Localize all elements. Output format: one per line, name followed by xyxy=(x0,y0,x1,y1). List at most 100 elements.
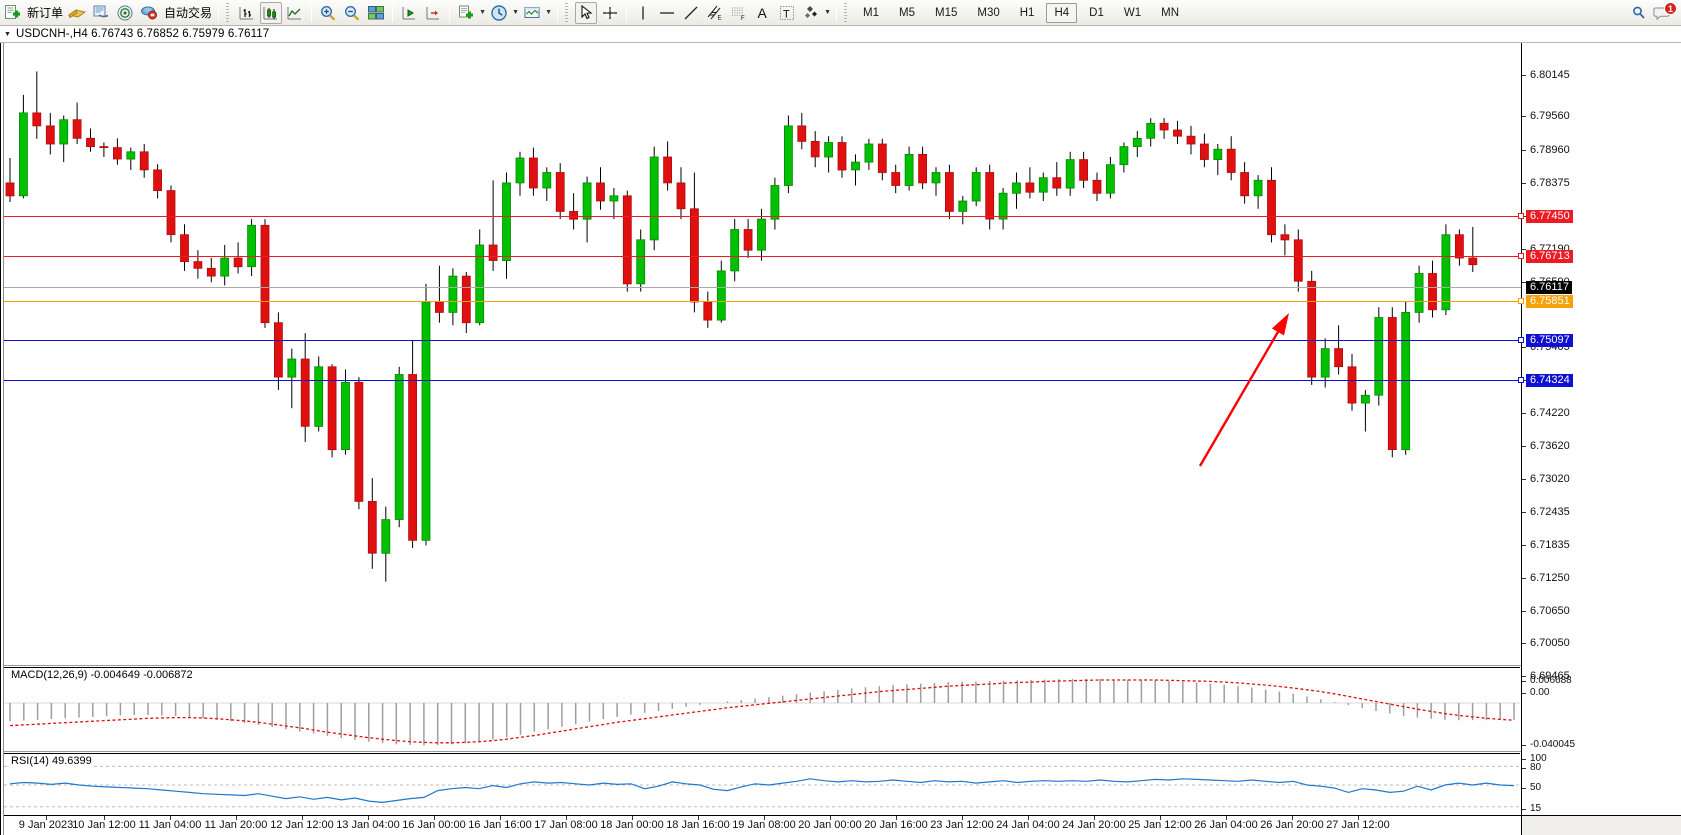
indicators-dropdown-arrow[interactable]: ▼ xyxy=(479,9,486,16)
crosshair-button[interactable] xyxy=(599,2,621,24)
time-label: 26 Jan 20:00 xyxy=(1260,819,1324,831)
equidistant-channel-button[interactable]: E xyxy=(704,2,726,24)
shift-end-button[interactable] xyxy=(398,2,420,24)
svg-text:F: F xyxy=(741,16,745,22)
price-chip-6.77450[interactable]: 6.77450 xyxy=(1526,210,1573,223)
book-button[interactable] xyxy=(66,2,88,24)
fibonacci-button[interactable]: F xyxy=(728,2,750,24)
svg-text:A: A xyxy=(758,5,768,21)
line-chart-button[interactable] xyxy=(284,2,306,24)
chart-left-scale-bar[interactable] xyxy=(0,26,4,835)
chart-window: ▼ USDCNH-,H4 6.76743 6.76852 6.75979 6.7… xyxy=(0,26,1681,835)
text-icon: A xyxy=(758,5,768,21)
time-tick xyxy=(500,816,501,820)
rsi-tick: 50 xyxy=(1522,782,1541,793)
text-label-button[interactable]: A xyxy=(752,2,774,24)
line-chart-icon xyxy=(287,6,302,19)
hline-button[interactable] xyxy=(656,2,678,24)
level-handle-6.74324[interactable] xyxy=(1518,377,1524,383)
pane-divider-macd[interactable] xyxy=(4,665,1676,666)
zoom-in-button[interactable] xyxy=(317,2,339,24)
new-order-label[interactable]: 新订单 xyxy=(27,6,64,20)
objects-dropdown-arrow[interactable]: ▼ xyxy=(824,9,831,16)
alerts-button[interactable]: 1 xyxy=(1652,2,1677,24)
cursor-button[interactable] xyxy=(575,1,598,24)
macd-label: MACD(12,26,9) -0.004649 -0.006872 xyxy=(9,669,195,681)
timeframe-w1[interactable]: W1 xyxy=(1123,6,1142,19)
price-tick: 6.70050 xyxy=(1522,637,1570,649)
timeframe-m1[interactable]: M1 xyxy=(863,6,880,19)
templates-dropdown-arrow[interactable]: ▼ xyxy=(545,9,552,16)
vline-button[interactable] xyxy=(632,2,654,24)
level-line-6.77450[interactable] xyxy=(4,216,1521,217)
timeframe-d1[interactable]: D1 xyxy=(1089,6,1104,19)
toolbar-divider-2 xyxy=(311,3,313,22)
toolbar-grip[interactable] xyxy=(225,2,233,23)
level-line-6.75851[interactable] xyxy=(4,301,1521,302)
templates-button[interactable] xyxy=(521,2,543,24)
period-dropdown-arrow[interactable]: ▼ xyxy=(512,9,519,16)
level-handle-6.76713[interactable] xyxy=(1518,253,1524,259)
toolbar-grip-3[interactable] xyxy=(843,2,851,23)
level-handle-6.75851[interactable] xyxy=(1518,298,1524,304)
zoom-out-button[interactable] xyxy=(341,2,363,24)
chart-collapse-icon[interactable]: ▼ xyxy=(4,30,11,38)
bar-chart-button[interactable] xyxy=(236,2,258,24)
time-tick xyxy=(698,816,699,820)
shift-end-icon xyxy=(402,6,416,19)
level-line-6.76117[interactable] xyxy=(4,287,1521,288)
timeframe-h1[interactable]: H1 xyxy=(1019,6,1035,19)
objects-button[interactable] xyxy=(800,2,822,24)
trendline-button[interactable] xyxy=(680,2,702,24)
period-button[interactable] xyxy=(488,2,510,24)
time-tick xyxy=(962,816,963,820)
level-handle-6.77450[interactable] xyxy=(1518,213,1524,219)
price-chip-6.74324[interactable]: 6.74324 xyxy=(1526,374,1573,387)
timeframe-m30[interactable]: M30 xyxy=(977,6,1000,19)
time-label: 23 Jan 12:00 xyxy=(930,819,994,831)
level-line-6.74324[interactable] xyxy=(4,380,1521,381)
time-tick xyxy=(830,816,831,820)
price-chip-6.76713[interactable]: 6.76713 xyxy=(1526,250,1573,263)
text-box-button[interactable]: T xyxy=(776,2,798,24)
autotrade-label[interactable]: 自动交易 xyxy=(164,6,213,20)
navigator-button[interactable] xyxy=(114,2,136,24)
price-chip-6.75097[interactable]: 6.75097 xyxy=(1526,334,1573,347)
toolbar-divider-4 xyxy=(449,3,451,22)
toolbar-grip-2[interactable] xyxy=(564,2,572,23)
timeframe-m15[interactable]: M15 xyxy=(935,6,958,19)
rsi-pane[interactable]: RSI(14) 49.6399 xyxy=(4,753,1520,815)
pane-divider-rsi[interactable] xyxy=(4,751,1676,752)
timeframe-h4[interactable]: H4 xyxy=(1046,2,1078,23)
trend-arrow-annotation[interactable] xyxy=(4,43,1520,618)
level-handle-6.75097[interactable] xyxy=(1518,337,1524,343)
autoscroll-button[interactable] xyxy=(422,2,444,24)
time-tick xyxy=(1292,816,1293,820)
timeframe-m5[interactable]: M5 xyxy=(899,6,915,19)
time-axis[interactable]: 9 Jan 2023 10 Jan 12:00 11 Jan 04:00 11 Jan… xyxy=(4,815,1521,835)
time-label: 20 Jan 16:00 xyxy=(864,819,928,831)
autoscroll-icon xyxy=(426,6,440,19)
price-pane[interactable] xyxy=(4,43,1520,618)
level-line-6.76713[interactable] xyxy=(4,256,1521,257)
tile-windows-button[interactable] xyxy=(365,2,387,24)
new-order-button[interactable] xyxy=(1,2,23,24)
search-button[interactable] xyxy=(1628,2,1650,24)
autotrade-button[interactable] xyxy=(138,2,160,24)
price-axis[interactable]: 6.801456.795606.789606.783756.777756.771… xyxy=(1521,43,1681,815)
price-chip-6.76117[interactable]: 6.76117 xyxy=(1526,281,1572,294)
level-line-6.75097[interactable] xyxy=(4,340,1521,341)
price-chip-6.75851[interactable]: 6.75851 xyxy=(1526,295,1573,308)
candlestick-chart-button[interactable] xyxy=(260,1,283,24)
toolbar-group-zoom xyxy=(316,0,388,26)
bar-chart-icon xyxy=(239,6,254,19)
tile-windows-icon xyxy=(368,5,385,19)
toolbar-group-charttype xyxy=(235,0,307,26)
timeframe-mn[interactable]: MN xyxy=(1161,6,1179,19)
terminal-button[interactable] xyxy=(90,2,112,24)
macd-pane[interactable]: MACD(12,26,9) -0.004649 -0.006872 xyxy=(4,667,1520,752)
indicators-button[interactable] xyxy=(455,2,477,24)
fibonacci-icon: F xyxy=(732,7,745,22)
toolbar-divider-7 xyxy=(836,3,838,22)
rsi-tick: 15 xyxy=(1522,803,1541,814)
